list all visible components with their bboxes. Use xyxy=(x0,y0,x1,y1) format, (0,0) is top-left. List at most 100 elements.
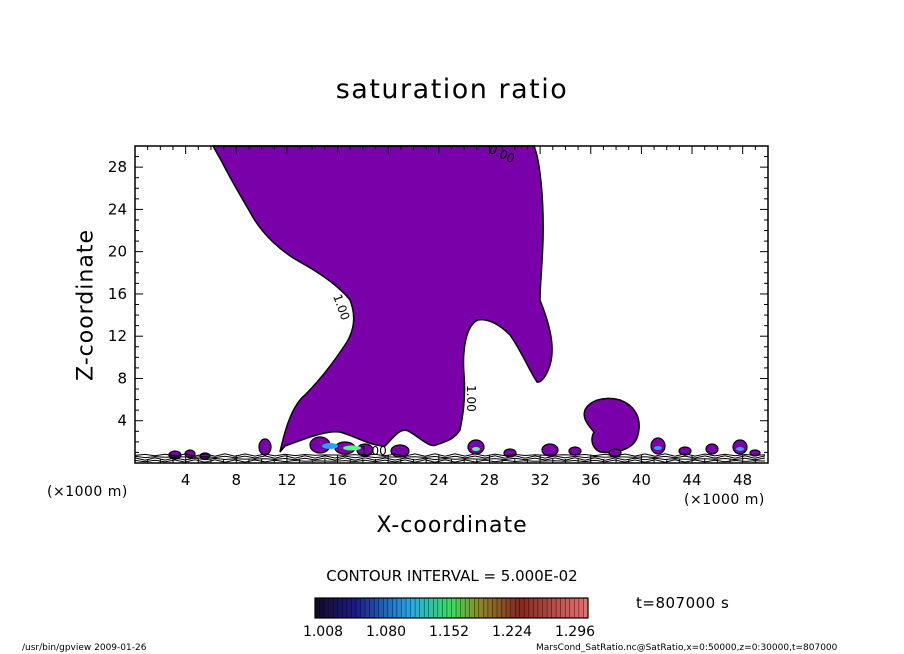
ground-contour-line xyxy=(134,457,766,461)
colorbar-segment xyxy=(533,598,539,618)
colorbar-segment xyxy=(415,598,420,618)
colorbar-segment xyxy=(469,598,475,618)
contour-label: 1.00 xyxy=(360,444,387,458)
saturation-bump-region xyxy=(258,438,272,456)
saturation-bump-region xyxy=(541,443,559,457)
colorbar-segment xyxy=(451,598,457,618)
colorbar-segment xyxy=(419,598,425,618)
colorbar-segment xyxy=(328,598,334,618)
x-unit-right: (×1000 m) xyxy=(684,492,765,508)
colorbar-frame xyxy=(314,597,589,619)
y-tick-label: 8 xyxy=(117,369,127,387)
colorbar-segment xyxy=(442,598,448,618)
colorbar-segment xyxy=(501,598,507,618)
colorbar-segment xyxy=(369,598,375,618)
x-unit-left: (×1000 m) xyxy=(47,484,128,500)
saturation-bump-region xyxy=(568,446,582,456)
x-tick-label: 32 xyxy=(531,471,550,489)
high-saturation-patch xyxy=(322,443,338,449)
ground-contour-line xyxy=(134,459,766,463)
colorbar-segment xyxy=(319,598,325,618)
colorbar-segment xyxy=(515,598,521,618)
x-tick-label: 40 xyxy=(632,471,651,489)
colorbar-segment xyxy=(378,598,384,618)
x-tick-label: 28 xyxy=(480,471,499,489)
colorbar-tick-label: 1.224 xyxy=(492,624,532,640)
chart-title: saturation ratio xyxy=(335,74,569,105)
colorbar-segment xyxy=(424,598,430,618)
colorbar-segment xyxy=(410,598,416,618)
saturation-blob-region xyxy=(583,397,640,454)
colorbar-segment xyxy=(315,598,320,618)
colorbar-segment xyxy=(406,598,411,618)
colorbar-segment xyxy=(374,598,379,618)
saturation-bump-region xyxy=(705,443,719,455)
y-tick-label: 12 xyxy=(108,327,127,345)
colorbar-segment xyxy=(478,598,484,618)
colorbar-segment xyxy=(556,598,561,618)
colorbar-segment xyxy=(547,598,552,618)
y-tick-label: 16 xyxy=(108,285,127,303)
y-tick-label: 20 xyxy=(108,243,127,261)
high-saturation-patch xyxy=(654,446,662,450)
x-tick-label: 44 xyxy=(682,471,701,489)
ground-contour-line xyxy=(134,453,766,457)
x-tick-label: 20 xyxy=(379,471,398,489)
colorbar-segment xyxy=(351,598,357,618)
colorbar-segment xyxy=(433,598,439,618)
x-tick-label: 24 xyxy=(429,471,448,489)
colorbar-segment xyxy=(487,598,493,618)
time-label: t=807000 s xyxy=(636,594,730,612)
colorbar-tick-label: 1.296 xyxy=(555,624,595,640)
colorbar-segment xyxy=(483,598,489,618)
colorbar-segment xyxy=(437,598,443,618)
colorbar-segment xyxy=(337,598,343,618)
colorbar-segment xyxy=(510,598,516,618)
footer-left: /usr/bin/gpview 2009-01-26 xyxy=(22,643,147,653)
footer-right: MarsCond_SatRatio.nc@SatRatio,x=0:50000,… xyxy=(536,643,838,653)
x-tick-label: 8 xyxy=(232,471,242,489)
colorbar-segment xyxy=(460,598,466,618)
colorbar-segment xyxy=(365,598,370,618)
x-tick-label: 4 xyxy=(181,471,191,489)
x-axis-label: X-coordinate xyxy=(376,513,528,538)
colorbar-tick-label: 1.152 xyxy=(429,624,469,640)
y-tick-label: 28 xyxy=(108,158,127,176)
colorbar-segment xyxy=(324,598,329,618)
high-saturation-patch xyxy=(736,447,744,451)
colorbar-segment xyxy=(569,598,575,618)
colorbar-segment xyxy=(355,598,361,618)
colorbar-segment xyxy=(401,598,407,618)
x-tick-label: 36 xyxy=(581,471,600,489)
colorbar-segment xyxy=(519,598,525,618)
x-tick-label: 48 xyxy=(733,471,752,489)
colorbar-segment xyxy=(392,598,398,618)
colorbar-segment xyxy=(396,598,402,618)
colorbar-segment xyxy=(565,598,571,618)
colorbar-segment xyxy=(465,598,470,618)
colorbar-segment xyxy=(537,598,543,618)
colorbar-segment xyxy=(342,598,348,618)
contour-label: 1.00 xyxy=(464,385,478,412)
saturation-bump-region xyxy=(749,449,761,457)
colorbar-segment xyxy=(497,598,502,618)
colorbar-segment xyxy=(583,598,589,618)
colorbar-segment xyxy=(542,598,548,618)
colorbar-segment xyxy=(506,598,511,618)
y-axis-label: Z-coordinate xyxy=(73,229,99,381)
colorbar-segment xyxy=(574,598,580,618)
x-tick-label: 16 xyxy=(328,471,347,489)
colorbar-tick-label: 1.008 xyxy=(303,624,343,640)
colorbar-segment xyxy=(551,598,557,618)
colorbar-segment xyxy=(560,598,566,618)
colorbar-segment xyxy=(528,598,534,618)
colorbar-segment xyxy=(333,598,339,618)
colorbar-segment xyxy=(492,598,498,618)
colorbar-segment xyxy=(446,598,452,618)
y-tick-label: 4 xyxy=(117,412,127,430)
high-saturation-patch xyxy=(472,447,480,451)
colorbar-segment xyxy=(360,598,366,618)
contour-interval-text: CONTOUR INTERVAL = 5.000E-02 xyxy=(326,567,578,585)
colorbar-tick-label: 1.080 xyxy=(366,624,406,640)
